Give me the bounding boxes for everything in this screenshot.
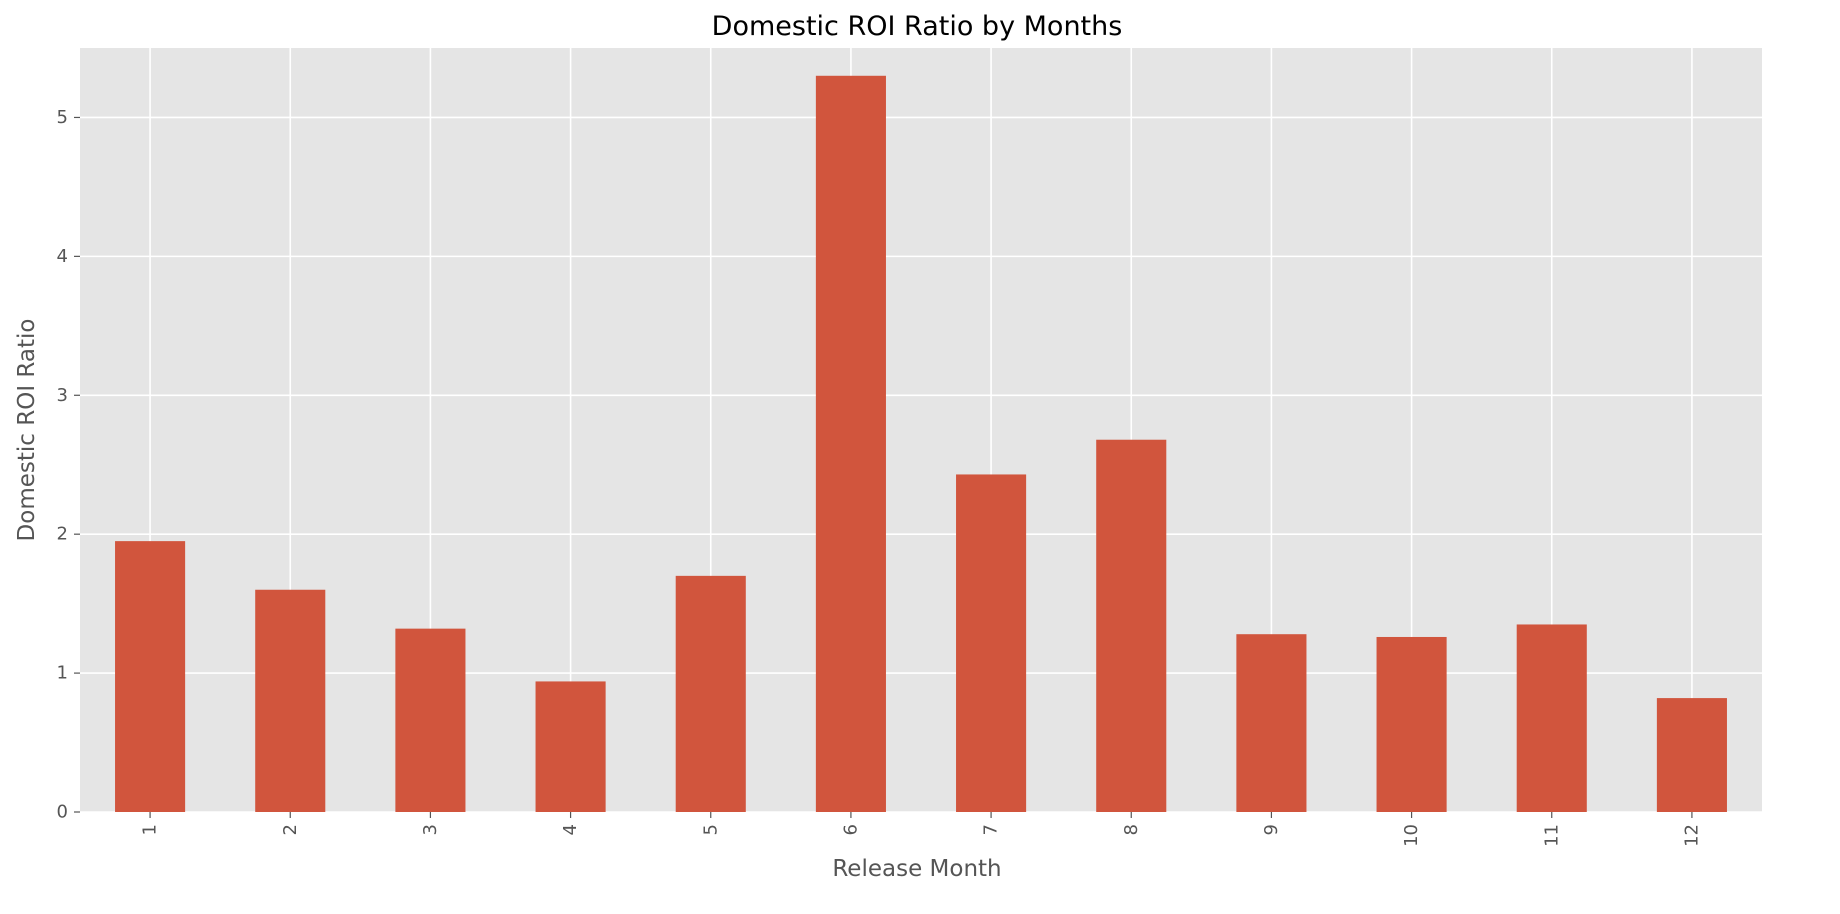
bar-month-2 [255, 589, 326, 812]
bar-month-10 [1376, 636, 1447, 812]
x-axis-ticks: 1 2 3 4 5 6 7 8 9 10 11 12 [140, 812, 1702, 847]
x-tick-label: 12 [1681, 824, 1702, 847]
y-tick-label: 5 [57, 107, 68, 128]
bar-month-1 [115, 541, 186, 812]
x-tick-label: 6 [840, 824, 861, 835]
bar-month-6 [815, 75, 886, 813]
bar-month-12 [1656, 698, 1727, 812]
plot-area [80, 48, 1762, 812]
bar-month-7 [956, 474, 1027, 812]
y-tick-label: 0 [57, 802, 68, 823]
x-tick-label: 1 [140, 824, 161, 835]
x-tick-label: 9 [1261, 824, 1282, 835]
x-axis-label: Release Month [832, 856, 1001, 882]
x-tick-label: 5 [700, 824, 721, 835]
bar-month-9 [1236, 634, 1307, 812]
y-tick-label: 1 [57, 663, 68, 684]
x-tick-label: 7 [981, 824, 1002, 835]
y-tick-label: 2 [57, 524, 68, 545]
bar-month-8 [1096, 439, 1167, 812]
x-tick-label: 3 [420, 824, 441, 835]
bar-month-11 [1516, 624, 1587, 812]
y-axis-ticks: 0 1 2 3 4 5 [57, 107, 80, 823]
x-tick-label: 4 [560, 824, 581, 835]
x-tick-label: 10 [1401, 824, 1422, 847]
bar-month-4 [535, 681, 606, 812]
chart-title: Domestic ROI Ratio by Months [712, 11, 1123, 42]
bar-month-3 [395, 628, 466, 812]
x-tick-label: 11 [1541, 824, 1562, 847]
x-tick-label: 8 [1121, 824, 1142, 835]
x-tick-label: 2 [280, 824, 301, 835]
y-tick-label: 4 [57, 246, 68, 267]
y-axis-label: Domestic ROI Ratio [14, 319, 40, 542]
y-tick-label: 3 [57, 385, 68, 406]
bar-month-5 [675, 575, 746, 812]
bars [115, 75, 1727, 813]
